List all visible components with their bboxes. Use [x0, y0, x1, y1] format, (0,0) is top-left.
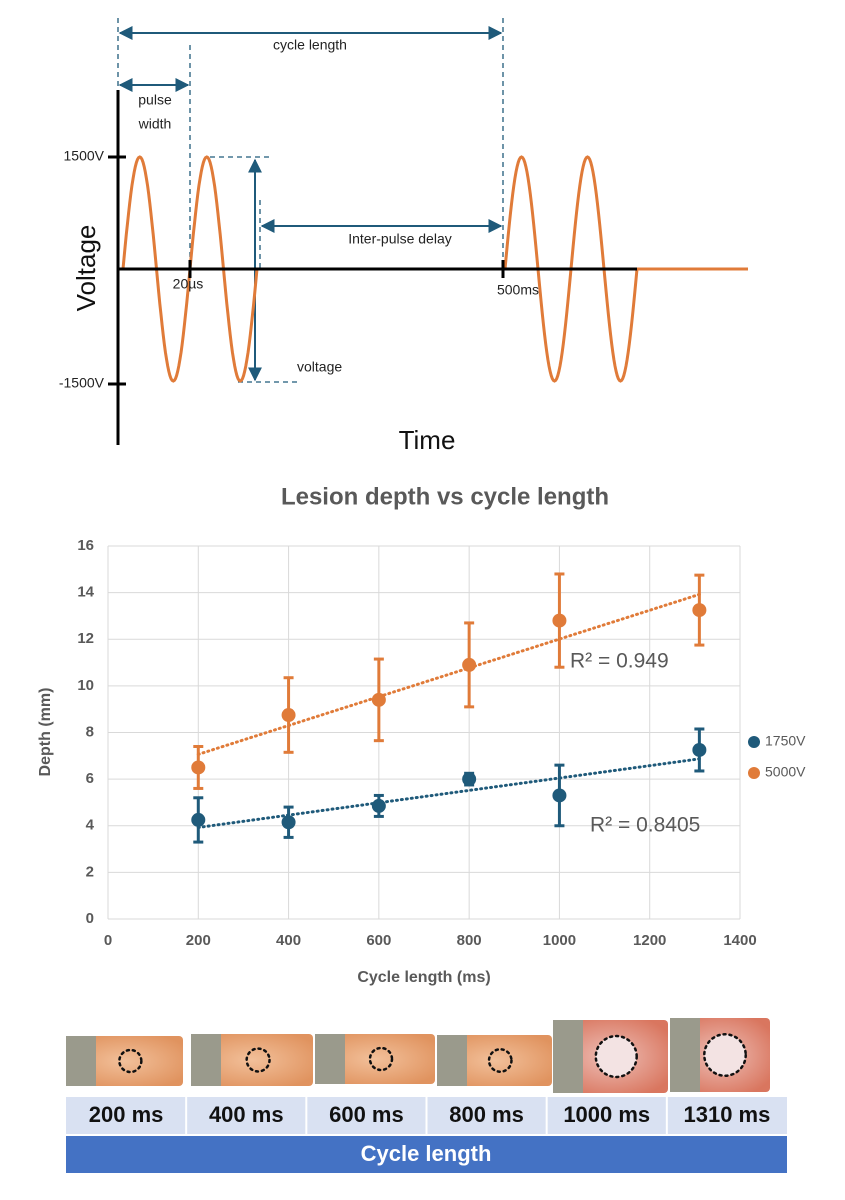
data-point [191, 812, 206, 827]
cycle-label: 400 ms [209, 1102, 284, 1127]
lesion-outline [594, 1034, 638, 1079]
x-tick-label: 1200 [633, 932, 666, 949]
y-tick-label: 10 [77, 677, 94, 694]
trend-label: R² = 0.8405 [590, 814, 700, 837]
y-tick-label: 12 [77, 630, 94, 647]
amplitude-label: voltage [297, 359, 342, 375]
ruler [670, 1018, 700, 1092]
lesion-outline [487, 1048, 513, 1073]
x-tick-label: 1000 [543, 932, 576, 949]
guide-lines [117, 18, 504, 383]
x-tick-label: 400 [276, 932, 301, 949]
x-tick-label: 1400 [723, 932, 756, 949]
legend-marker [748, 736, 760, 748]
waveform-diagram: cycle length pulse width 1500V -1500V 20… [59, 18, 748, 455]
footer-label: Cycle length [361, 1141, 492, 1166]
ruler [315, 1034, 345, 1084]
cycle-label: 1000 ms [563, 1102, 650, 1127]
y-low-label: -1500V [59, 375, 105, 391]
y-tick-label: 2 [86, 863, 94, 880]
tick-label: 500ms [497, 282, 539, 298]
tissue-photo [191, 1034, 313, 1086]
x-axis-title: Cycle length (ms) [357, 969, 490, 986]
cycle-label: 1310 ms [683, 1102, 770, 1127]
y-tick-label: 8 [86, 723, 94, 740]
trend-line [196, 757, 701, 829]
legend-label: 5000V [765, 764, 806, 780]
x-axis-label: Time [399, 425, 456, 455]
x-tick-label: 0 [104, 932, 112, 949]
lesion-outline [118, 1048, 143, 1074]
ruler [437, 1035, 467, 1086]
y-high-label: 1500V [64, 148, 105, 164]
trend-label: R² = 0.949 [570, 650, 669, 673]
data-point [692, 742, 707, 757]
legend-label: 1750V [765, 733, 806, 749]
cycle-label: 800 ms [449, 1102, 524, 1127]
x-tick-label: 600 [366, 932, 391, 949]
legend-marker [748, 767, 760, 779]
data-point [462, 772, 477, 787]
data-point [552, 788, 567, 803]
lesion-outline [368, 1046, 394, 1072]
y-tick-label: 6 [86, 770, 94, 787]
y-axis-label: Voltage [71, 225, 101, 312]
ruler [66, 1036, 96, 1086]
ruler [553, 1020, 583, 1093]
arrows [118, 26, 503, 382]
x-tick-label: 200 [186, 932, 211, 949]
y-axis-title: Depth (mm) [37, 688, 54, 777]
cycle-label: cycle length [273, 37, 347, 53]
axes [108, 90, 637, 445]
trend-line [196, 592, 701, 756]
data-point [371, 692, 386, 707]
y-tick-label: 0 [86, 910, 94, 927]
data-point [281, 815, 296, 830]
delay-label: Inter-pulse delay [348, 231, 452, 247]
x-tick-label: 800 [457, 932, 482, 949]
ruler [191, 1034, 221, 1086]
footer-bar [66, 1136, 787, 1173]
y-tick-label: 16 [77, 537, 94, 554]
photo-strip: Cycle length 200 ms 400 ms 600 ms 800 ms 100… [66, 1018, 787, 1173]
pulse-width-label: width [138, 116, 172, 132]
data-point [462, 657, 477, 672]
tick-label: 20µs [173, 276, 204, 292]
data-point [371, 798, 386, 813]
data-point [281, 708, 296, 723]
y-tick-label: 14 [77, 584, 94, 601]
chart: Lesion depth vs cycle length Depth (mm) … [37, 483, 806, 986]
y-tick-label: 4 [86, 817, 95, 834]
chart-title: Lesion depth vs cycle length [281, 483, 609, 510]
lesion-outline [703, 1033, 747, 1077]
data-point [552, 613, 567, 628]
data-point [692, 603, 707, 618]
data-point [191, 760, 206, 775]
lesion-outline [245, 1047, 271, 1073]
cycle-label: 600 ms [329, 1102, 404, 1127]
pulse-width-label: pulse [138, 92, 172, 108]
cycle-label: 200 ms [89, 1102, 164, 1127]
